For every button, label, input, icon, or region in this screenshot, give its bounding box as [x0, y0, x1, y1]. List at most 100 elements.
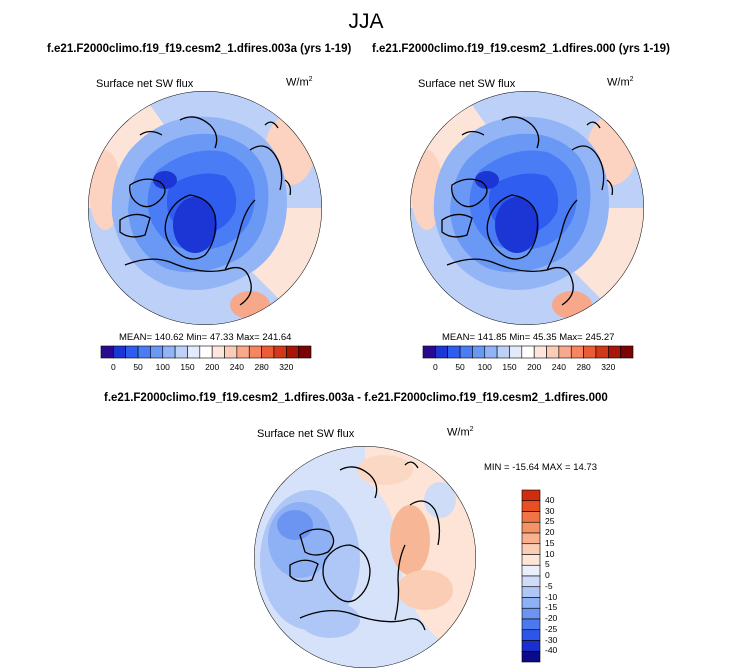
colorbar-tick-label: 15 — [545, 537, 555, 548]
units-label-right: W/m2 — [607, 76, 634, 89]
colorbar-swatch — [100, 345, 114, 359]
variable-label-right: Surface net SW flux — [418, 78, 516, 90]
colorbar-swatch — [447, 345, 461, 359]
colorbar-tick-label: 0 — [545, 570, 550, 580]
colorbar-swatch — [509, 345, 523, 359]
colorbar-swatch — [620, 345, 634, 359]
colorbar-swatch — [236, 345, 250, 359]
colorbar-swatch — [248, 345, 262, 359]
colorbar-swatch — [558, 345, 572, 359]
colorbar-tick-label: 320 — [279, 362, 294, 372]
colorbar-swatch — [261, 345, 275, 359]
map-diff — [254, 446, 476, 668]
colorbar-tick-label: -10 — [545, 591, 558, 602]
variable-label-diff: Surface net SW flux — [257, 428, 355, 440]
colorbar-swatch — [422, 345, 436, 359]
colorbar-tick-label: 200 — [205, 362, 220, 372]
colorbar-tick-label: 150 — [502, 362, 517, 372]
colorbar-left — [100, 345, 312, 359]
colorbar-tick-label: 10 — [545, 548, 555, 559]
colorbar-swatch — [570, 345, 584, 359]
colorbar-swatch — [521, 500, 541, 512]
units-label-diff: W/m2 — [447, 426, 474, 439]
colorbar-swatch — [459, 345, 473, 359]
colorbar-tick-label: 50 — [455, 362, 465, 372]
colorbar-swatch — [521, 489, 541, 502]
colorbar-swatch — [521, 511, 541, 523]
colorbar-swatch — [595, 345, 609, 359]
colorbar-swatch — [521, 607, 541, 620]
colorbar-swatch — [472, 345, 486, 359]
stats-left: MEAN= 140.62 Min= 47.33 Max= 241.64 — [119, 332, 292, 343]
colorbar-tick-label: 25 — [545, 516, 555, 527]
colorbar-swatch — [533, 345, 547, 359]
colorbar-tick-label: -40 — [545, 645, 558, 656]
variable-label-left: Surface net SW flux — [96, 78, 194, 90]
colorbar-swatch — [521, 345, 535, 359]
units-label-left: W/m2 — [286, 76, 313, 89]
colorbar-swatch — [224, 345, 238, 359]
colorbar-swatch — [199, 345, 213, 359]
colorbar-tick-label: 5 — [545, 559, 550, 570]
colorbar-tick-label: -5 — [545, 580, 553, 591]
colorbar-swatch — [521, 543, 541, 555]
colorbar-swatch — [211, 345, 225, 359]
colorbar-tick-label: 240 — [551, 362, 566, 372]
colorbar-right — [422, 345, 634, 359]
colorbar-swatch — [607, 345, 621, 359]
colorbar-swatch — [298, 345, 312, 359]
colorbar-tick-label: 100 — [477, 362, 492, 372]
colorbar-swatch — [496, 345, 510, 359]
colorbar-tick-label: 40 — [545, 494, 555, 505]
colorbar-swatch — [521, 575, 541, 588]
colorbar-tick-label: 50 — [133, 362, 143, 372]
colorbar-swatch — [137, 345, 151, 359]
colorbar-swatch — [150, 345, 164, 359]
colorbar-swatch — [521, 586, 541, 598]
case-title-left: f.e21.F2000climo.f19_f19.cesm2_1.dfires.… — [47, 43, 352, 55]
colorbar-swatch — [521, 554, 541, 566]
colorbar-tick-label: -30 — [545, 634, 558, 645]
colorbar-swatch — [583, 345, 597, 359]
colorbar-tick-label: 150 — [180, 362, 195, 372]
colorbar-tick-label: 200 — [527, 362, 542, 372]
colorbar-tick-label: 280 — [576, 362, 591, 372]
colorbar-swatch — [273, 345, 287, 359]
colorbar-swatch — [125, 345, 139, 359]
colorbar-tick-label: 280 — [254, 362, 269, 372]
colorbar-tick-label: 320 — [601, 362, 616, 372]
colorbar-swatch — [521, 650, 541, 663]
map-left — [88, 91, 322, 325]
stats-diff: MIN = -15.64 MAX = 14.73 — [484, 462, 598, 473]
colorbar-swatch — [521, 521, 541, 534]
colorbar-swatch — [546, 345, 560, 359]
colorbar-tick-label: 100 — [155, 362, 170, 372]
colorbar-swatch — [162, 345, 176, 359]
colorbar-swatch — [113, 345, 127, 359]
diff-title: f.e21.F2000climo.f19_f19.cesm2_1.dfires.… — [104, 392, 608, 404]
colorbar-tick-label: -25 — [545, 623, 558, 634]
colorbar-tick-label: 0 — [110, 362, 116, 372]
colorbar-swatch — [285, 345, 299, 359]
colorbar-swatch — [174, 345, 188, 359]
colorbar-swatch — [521, 532, 541, 545]
colorbar-tick-label: 30 — [545, 505, 555, 516]
colorbar-swatch — [521, 640, 541, 652]
season-title: JJA — [348, 10, 384, 33]
colorbar-tick-label: 240 — [229, 362, 244, 372]
colorbar-swatch — [435, 345, 449, 359]
stats-right: MEAN= 141.85 Min= 45.35 Max= 245.27 — [442, 332, 615, 343]
colorbar-swatch — [484, 345, 498, 359]
colorbar-tick-label: -15 — [545, 602, 558, 613]
colorbar-swatch — [187, 345, 201, 359]
colorbar-swatch — [521, 629, 541, 641]
case-title-right: f.e21.F2000climo.f19_f19.cesm2_1.dfires.… — [372, 43, 670, 55]
colorbar-swatch — [521, 564, 541, 577]
colorbar-tick-label: 0 — [432, 362, 438, 372]
colorbar-tick-label: 20 — [545, 527, 555, 537]
colorbar-diff — [521, 489, 541, 663]
colorbar-tick-label: -20 — [545, 613, 558, 623]
map-right — [410, 91, 644, 325]
colorbar-swatch — [521, 618, 541, 631]
